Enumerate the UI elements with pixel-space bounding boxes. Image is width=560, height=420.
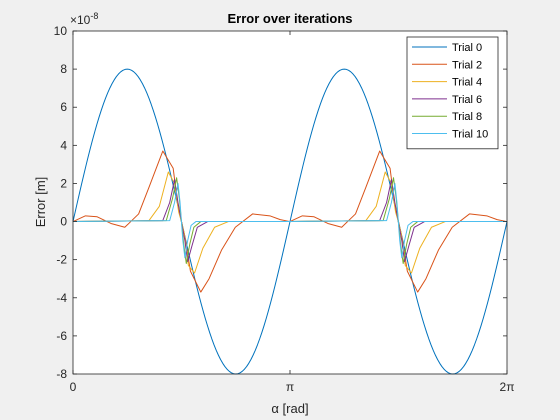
y-tick-label: 4 <box>60 138 67 152</box>
x-tick-label: 0 <box>70 380 77 394</box>
y-tick-label: 0 <box>60 215 67 229</box>
y-exponent-power: -8 <box>90 11 98 21</box>
legend: Trial 0 Trial 2 Trial 4 Trial 6 Trial 8 Trial… <box>406 36 499 150</box>
y-tick-label: 6 <box>60 100 67 114</box>
x-tick-label: 2π <box>500 380 515 394</box>
y-exponent-label: ×10-8 <box>70 11 98 27</box>
legend-entry: Trial 10 <box>452 129 488 141</box>
legend-entry: Trial 2 <box>452 59 482 71</box>
y-exponent-base: ×10 <box>70 13 91 27</box>
legend-entry: Trial 4 <box>452 77 482 89</box>
y-tick-label: -2 <box>56 253 67 267</box>
y-tick-label: 10 <box>54 24 68 38</box>
x-tick-label: π <box>286 380 294 394</box>
y-tick-label: 8 <box>60 62 67 76</box>
x-axis-label: α [rad] <box>271 401 308 416</box>
legend-box <box>406 36 499 150</box>
axis-ticks: -8 -6 -4 -2 0 2 4 6 8 10 0 π 2π <box>54 24 515 394</box>
chart-title: Error over iterations <box>228 11 353 26</box>
plot-lines <box>72 68 508 375</box>
y-tick-label: 2 <box>60 176 67 190</box>
y-tick-label: -4 <box>56 291 67 305</box>
series-line-6 <box>72 182 507 259</box>
y-axis-label: Error [m] <box>33 177 48 228</box>
y-tick-label: -8 <box>56 367 67 381</box>
legend-entry: Trial 8 <box>452 111 482 123</box>
legend-entry: Trial 0 <box>452 42 482 54</box>
y-tick-label: -6 <box>56 329 67 343</box>
legend-entry: Trial 6 <box>452 94 482 106</box>
